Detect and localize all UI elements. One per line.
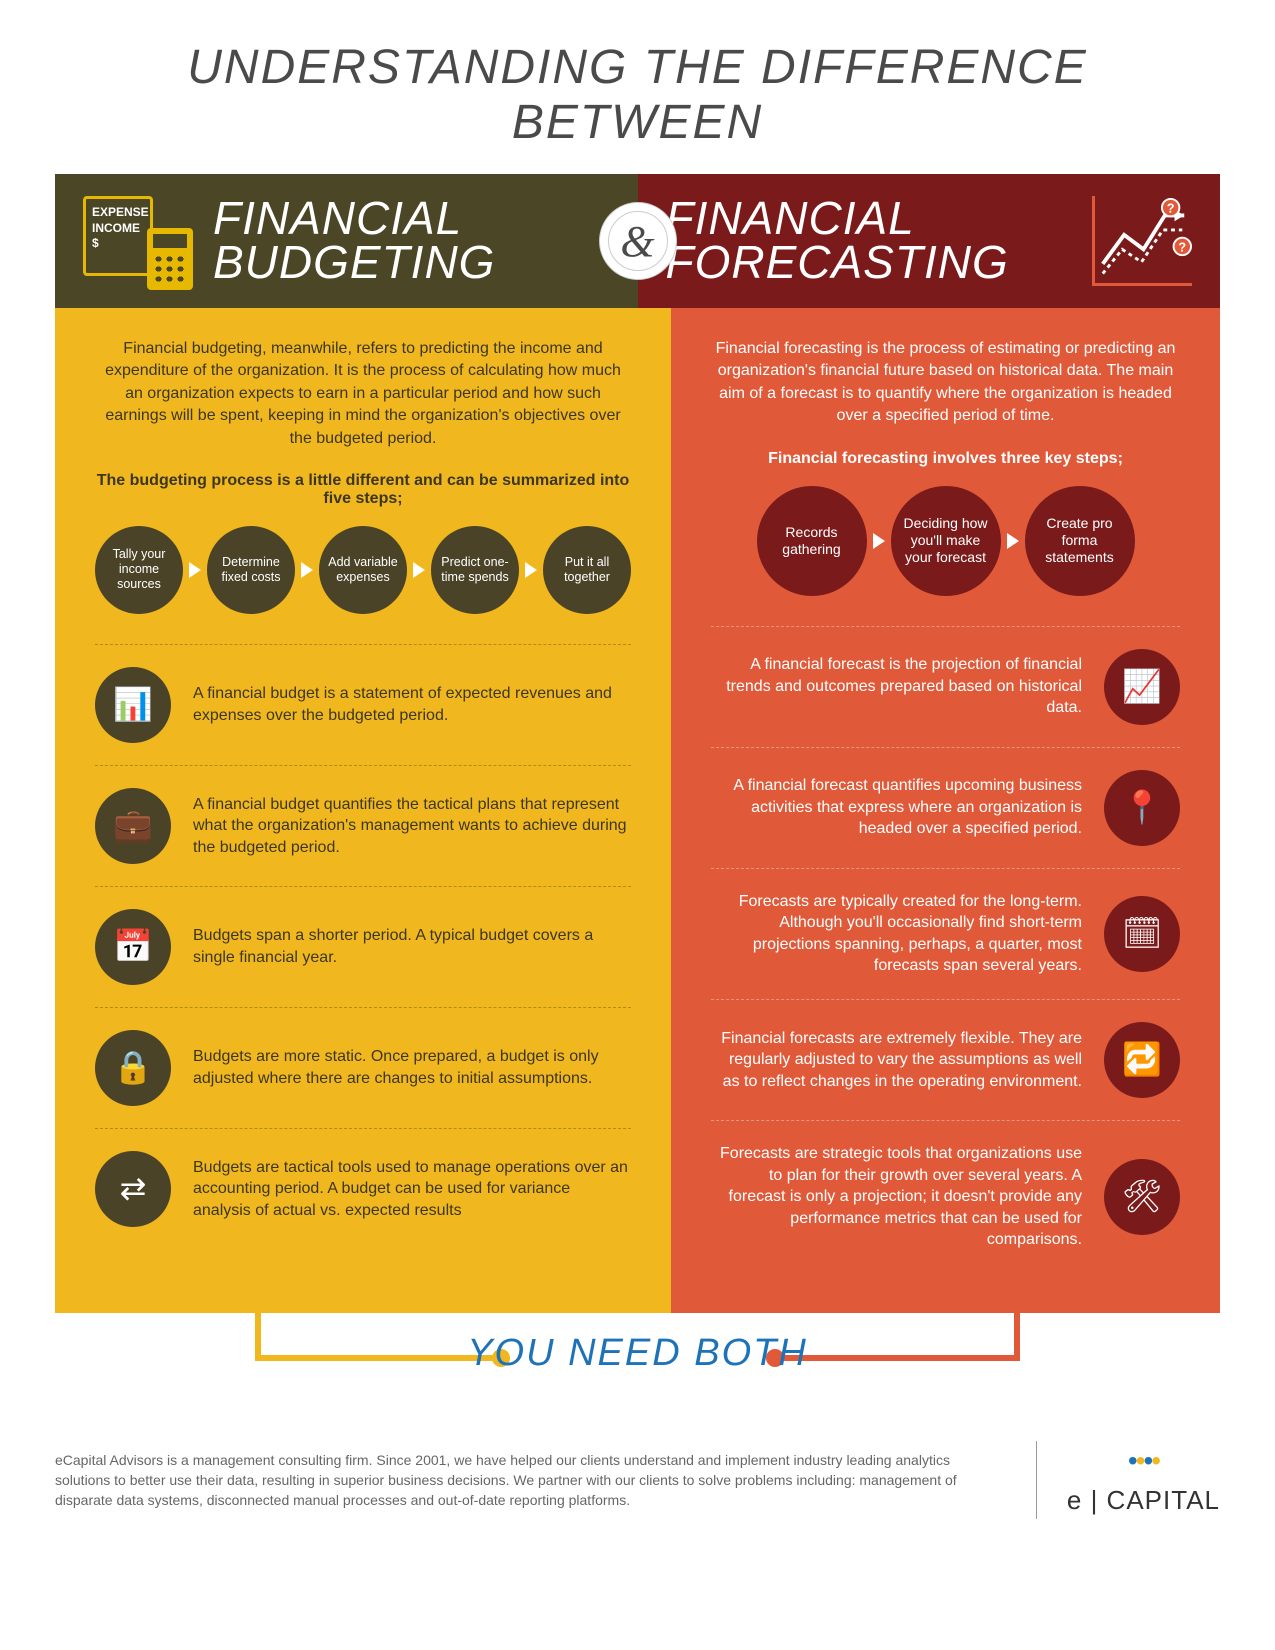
arrow-icon (189, 562, 201, 578)
feature-row: 📍 A financial forecast quantifies upcomi… (711, 747, 1180, 868)
flexible-doc-icon: 🔁 (1104, 1022, 1180, 1098)
feature-row: 🛠 Forecasts are strategic tools that org… (711, 1120, 1180, 1273)
column-forecasting: Financial forecasting is the process of … (671, 308, 1220, 1313)
tools-growth-icon: 🛠 (1104, 1159, 1180, 1235)
column-budgeting: Financial budgeting, meanwhile, refers t… (55, 308, 671, 1313)
feature-text: A financial budget is a statement of exp… (193, 683, 631, 726)
budgeting-steps-title: The budgeting process is a little differ… (95, 472, 631, 508)
bottom-text: YOU NEED BOTH (467, 1332, 808, 1375)
step-circle: Add variable expenses (319, 526, 407, 614)
budgeting-steps-row: Tally your income sources Determine fixe… (95, 526, 631, 614)
svg-text:?: ? (1178, 240, 1186, 254)
forecast-chart-icon: ? ? (1092, 196, 1192, 286)
feature-row: ⇄ Budgets are tactical tools used to man… (95, 1128, 631, 1249)
feature-text: Budgets span a shorter period. A typical… (193, 925, 631, 968)
step-circle: Tally your income sources (95, 526, 183, 614)
feature-text: Budgets are tactical tools used to manag… (193, 1157, 631, 1222)
step-circle: Put it all together (543, 526, 631, 614)
feature-text: A financial budget quantifies the tactic… (193, 794, 631, 859)
arrow-icon (525, 562, 537, 578)
logo-dots-icon: •••• (1067, 1441, 1220, 1482)
header-left-title: FINANCIAL BUDGETING (213, 197, 610, 284)
svg-text:?: ? (1167, 201, 1175, 215)
logo-name: e | CAPITAL (1067, 1482, 1220, 1520)
footer: eCapital Advisors is a management consul… (55, 1421, 1220, 1519)
step-circle: Predict one-time spends (431, 526, 519, 614)
header-right: FINANCIAL FORECASTING ? ? (638, 174, 1221, 308)
footer-text: eCapital Advisors is a management consul… (55, 1450, 996, 1511)
header-row: FINANCIAL BUDGETING FINANCIAL FORECASTIN… (55, 174, 1220, 308)
page: UNDERSTANDING THE DIFFERENCE BETWEEN FIN… (0, 0, 1275, 1549)
header-left: FINANCIAL BUDGETING (55, 174, 638, 308)
feature-text: Forecasts are strategic tools that organ… (711, 1143, 1082, 1251)
page-title: UNDERSTANDING THE DIFFERENCE BETWEEN (55, 40, 1220, 150)
clipboard-chart-icon: 📊 (95, 667, 171, 743)
feature-row: 🗓 Forecasts are typically created for th… (711, 868, 1180, 999)
feature-text: Budgets are more static. Once prepared, … (193, 1046, 631, 1089)
bottom-bracket: YOU NEED BOTH (55, 1311, 1220, 1421)
feature-row: 📊 A financial budget is a statement of e… (95, 644, 631, 765)
footer-logo: •••• e | CAPITAL (1036, 1441, 1220, 1519)
step-circle: Records gathering (757, 486, 867, 596)
calendars-stack-icon: 🗓 (1104, 896, 1180, 972)
step-circle: Create pro forma statements (1025, 486, 1135, 596)
compare-arrows-icon: ⇄ (95, 1151, 171, 1227)
arrow-icon (1007, 533, 1019, 549)
document-lock-icon: 🔒 (95, 1030, 171, 1106)
step-circle: Determine fixed costs (207, 526, 295, 614)
forecasting-steps-title: Financial forecasting involves three key… (711, 450, 1180, 468)
feature-text: Financial forecasts are extremely flexib… (711, 1028, 1082, 1093)
calendar-year-icon: 📅 (95, 909, 171, 985)
feature-row: 📅 Budgets span a shorter period. A typic… (95, 886, 631, 1007)
feature-text: A financial forecast is the projection o… (711, 654, 1082, 719)
route-pins-icon: 📍 (1104, 770, 1180, 846)
arrow-icon (301, 562, 313, 578)
briefcase-icon: 💼 (95, 788, 171, 864)
budgeting-intro: Financial budgeting, meanwhile, refers t… (95, 338, 631, 450)
trend-chart-icon: 📈 (1104, 649, 1180, 725)
arrow-icon (413, 562, 425, 578)
feature-row: 📈 A financial forecast is the projection… (711, 626, 1180, 747)
columns: Financial budgeting, meanwhile, refers t… (55, 308, 1220, 1313)
forecasting-steps-row: Records gathering Deciding how you'll ma… (711, 486, 1180, 596)
step-circle: Deciding how you'll make your forecast (891, 486, 1001, 596)
header-right-title: FINANCIAL FORECASTING (666, 197, 1073, 284)
ampersand-badge: & (599, 202, 677, 280)
feature-text: A financial forecast quantifies upcoming… (711, 775, 1082, 840)
arrow-icon (873, 533, 885, 549)
feature-text: Forecasts are typically created for the … (711, 891, 1082, 977)
feature-row: 🔒 Budgets are more static. Once prepared… (95, 1007, 631, 1128)
forecasting-intro: Financial forecasting is the process of … (711, 338, 1180, 428)
expense-calculator-icon (83, 196, 193, 286)
feature-row: 🔁 Financial forecasts are extremely flex… (711, 999, 1180, 1120)
feature-row: 💼 A financial budget quantifies the tact… (95, 765, 631, 886)
